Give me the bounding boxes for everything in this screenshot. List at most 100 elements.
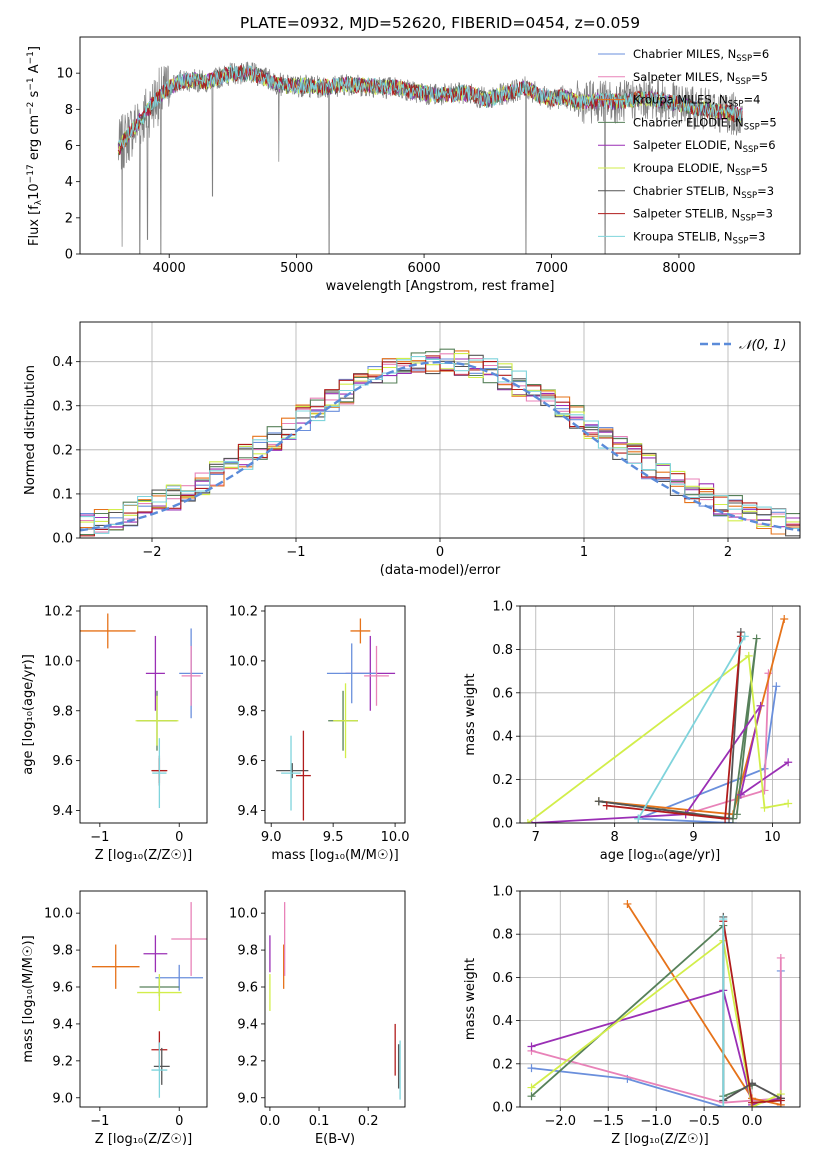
x-axis-label: E(B-V): [315, 1132, 355, 1147]
y-axis-label: mass weight: [463, 958, 478, 1040]
weight-series-marker: [760, 803, 769, 812]
legend-name: Chabrier MILES: [633, 47, 720, 61]
legend-n-prefix: , N: [725, 184, 741, 198]
y-axis-label: Normed distribution: [23, 365, 38, 495]
x-tick-label: 8: [611, 830, 619, 845]
x-axis-label: Z [log₁₀(Z/Z☉)]: [95, 1132, 192, 1147]
legend-n-prefix: , N: [717, 229, 733, 243]
weight-series-marker: [527, 1042, 536, 1051]
legend-name: Kroupa ELODIE: [633, 161, 719, 175]
y-tick-label: 10.0: [229, 654, 258, 669]
x-tick-label: 0: [175, 1114, 183, 1129]
age-vs-metallicity-panel: −1 0 9.4 9.6 9.8 10.0 10.2 Z [log₁₀(Z/Z☉)] age […: [21, 604, 208, 863]
weight-series-marker: [780, 615, 789, 624]
weight-series-marker: [748, 1098, 757, 1107]
y-tick-label: 0.8: [492, 928, 513, 943]
legend-name: Salpeter STELIB: [633, 207, 724, 221]
weight-series-marker: [752, 634, 761, 643]
legend-n-prefix: , N: [724, 207, 740, 221]
legend-n-value: =5: [751, 70, 768, 84]
axes-frame: [79, 605, 208, 824]
y-tick-label: 9.4: [237, 1017, 258, 1032]
x-axis-label: age [log₁₀(age/yr)]: [600, 848, 721, 863]
plot-area: [269, 902, 401, 1100]
weight-series-line: [637, 635, 746, 820]
x-tick-label: 1: [580, 545, 588, 560]
legend-subscript: SSP: [735, 168, 751, 178]
legend-n-value: =3: [757, 184, 774, 198]
y-axis-label: age [log₁₀(age/yr)]: [21, 654, 36, 775]
legend-n-value: =4: [743, 93, 760, 107]
y-tick-label: 9.6: [52, 754, 73, 769]
legend-label: 𝒩(0, 1): [739, 338, 786, 353]
weight-vs-age-panel: 7 8 9 10 0.0 0.2 0.4 0.6 0.8 1.0 age [log₁₀(age/yr…: [463, 600, 801, 863]
weight-series-line: [530, 923, 753, 1098]
y-tick-label: 9.2: [52, 1054, 73, 1069]
weight-series-marker: [740, 632, 749, 641]
x-tick-label: 0: [436, 545, 444, 560]
weight-series-marker: [772, 682, 781, 691]
y-axis-label-part: −1: [26, 51, 36, 64]
x-tick-label: −1: [90, 830, 109, 845]
axes-frame: [79, 890, 208, 1108]
x-tick-label: 0.2: [358, 1114, 379, 1129]
plot-area: [80, 348, 800, 537]
x-tick-label: 6000: [408, 261, 441, 276]
y-tick-label: 1.0: [492, 600, 513, 615]
legend-n-prefix: , N: [712, 93, 728, 107]
x-tick-label: 10: [764, 830, 781, 845]
y-tick-label: 10.0: [44, 654, 73, 669]
legend-n-prefix: , N: [719, 70, 735, 84]
y-tick-label: 9.8: [237, 944, 258, 959]
y-axis-label-part: λ: [34, 199, 44, 205]
y-tick-label: 0.2: [492, 1057, 513, 1072]
residuals-panel: −2 −1 0 1 2 0.0 0.1 0.2 0.3 0.4 (data-model)/error…: [23, 321, 801, 578]
x-tick-label: 9: [689, 830, 697, 845]
weight-series-marker: [719, 915, 728, 924]
mass-vs-metallicity-panel: −1 0 9.0 9.2 9.4 9.6 9.8 10.0 Z [log₁₀(Z/Z☉)] mas…: [21, 890, 208, 1147]
x-tick-label: −1.5: [592, 1114, 624, 1129]
x-tick-label: 7: [532, 830, 540, 845]
legend-label: Chabrier MILES, NSSP=6: [633, 47, 769, 64]
weight-series-line: [598, 631, 742, 820]
x-tick-label: 9.0: [261, 830, 282, 845]
weight-series-marker: [721, 814, 730, 823]
x-axis-label: (data-model)/error: [380, 563, 501, 578]
x-tick-label: 0.1: [309, 1114, 330, 1129]
legend-label: Salpeter STELIB, NSSP=3: [633, 207, 773, 224]
x-tick-label: 4000: [153, 261, 186, 276]
legend-subscript: SSP: [733, 236, 749, 246]
weight-series-marker: [594, 797, 603, 806]
figure-title: PLATE=0932, MJD=52620, FIBERID=0454, z=0…: [240, 14, 640, 32]
legend-n-value: =3: [756, 207, 773, 221]
legend-n-value: =3: [748, 229, 765, 243]
plot-area: [80, 613, 204, 809]
x-tick-label: −1.0: [640, 1114, 672, 1129]
y-tick-label: 9.8: [237, 704, 258, 719]
y-axis-label: mass [log₁₀(M/M☉)]: [21, 935, 36, 1062]
legend-n-value: =6: [759, 138, 776, 152]
y-tick-label: 9.4: [52, 1017, 73, 1032]
weight-series-line: [530, 939, 782, 1107]
y-tick-label: 10.0: [229, 907, 258, 922]
legend-label: Kroupa MILES, NSSP=4: [633, 93, 760, 110]
weight-series-marker: [744, 651, 753, 660]
weight-vs-metallicity-panel: −2.0 −1.5 −1.0 −0.5 0.0 0.0 0.2 0.4 0.6 0.8 1.0 Z […: [463, 885, 801, 1147]
legend-label: Chabrier STELIB, NSSP=3: [633, 184, 774, 201]
y-tick-label: 0.2: [492, 773, 513, 788]
plot-area: [91, 902, 207, 1098]
x-tick-label: 9.5: [323, 830, 344, 845]
y-tick-label: 0.3: [52, 399, 73, 414]
legend-subscript: SSP: [728, 100, 744, 110]
spectrum-panel: 4000 5000 6000 7000 8000 0 2 4 6 8 10 wavelength [A…: [26, 36, 801, 294]
plot-area: [276, 618, 396, 821]
legend-n-prefix: , N: [727, 138, 743, 152]
axes-frame: [264, 605, 406, 824]
y-tick-label: 9.8: [52, 944, 73, 959]
x-axis-label: Z [log₁₀(Z/Z☉)]: [611, 1132, 708, 1147]
y-tick-label: 0.1: [52, 487, 73, 502]
legend-subscript: SSP: [741, 191, 757, 201]
mass-vs-ebv-panel: 0.0 0.1 0.2 9.0 9.2 9.4 9.6 9.8 10.0 E(B-V): [229, 890, 406, 1147]
legend-n-value: =5: [751, 161, 768, 175]
